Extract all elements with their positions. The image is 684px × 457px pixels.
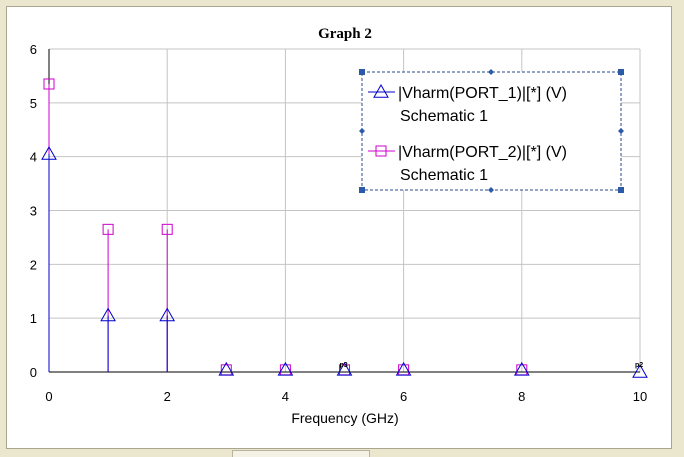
legend[interactable]: |Vharm(PORT_1)|[*] (V) Schematic 1 |Vharm(… bbox=[359, 69, 624, 193]
x-tick-label: 2 bbox=[164, 389, 171, 404]
triangle-marker bbox=[632, 363, 648, 378]
y-tick-label: 5 bbox=[30, 96, 37, 111]
x-tick-label: 10 bbox=[633, 389, 647, 404]
selection-handle bbox=[359, 128, 365, 134]
triangle-marker bbox=[218, 361, 235, 376]
annotations: p3 p2 bbox=[340, 362, 644, 369]
y-tick-label: 3 bbox=[30, 204, 37, 219]
annotation-p3: p3 bbox=[340, 362, 348, 369]
x-tick-label: 0 bbox=[45, 389, 52, 404]
legend-items: |Vharm(PORT_1)|[*] (V) Schematic 1 |Vharm(… bbox=[368, 83, 567, 184]
triangle-marker bbox=[513, 361, 530, 376]
y-tick-labels: 0 1 2 3 4 5 6 bbox=[30, 42, 37, 380]
triangle-marker bbox=[277, 361, 294, 376]
triangle-marker bbox=[395, 361, 412, 376]
selection-handle bbox=[618, 69, 624, 75]
y-tick-label: 1 bbox=[30, 311, 37, 326]
legend-entry-subname: Schematic 1 bbox=[400, 108, 488, 125]
triangle-marker bbox=[159, 307, 176, 322]
triangle-marker bbox=[41, 145, 57, 160]
x-tick-label: 6 bbox=[400, 389, 407, 404]
chart-title: Graph 2 bbox=[318, 26, 372, 42]
x-axis-label: Frequency (GHz) bbox=[291, 410, 398, 426]
legend-selection-handles[interactable] bbox=[359, 69, 624, 193]
triangle-marker bbox=[336, 361, 353, 376]
selection-handle bbox=[488, 187, 494, 193]
square-marker bbox=[375, 145, 387, 157]
y-tick-label: 2 bbox=[30, 257, 37, 272]
series-group bbox=[41, 78, 648, 378]
selection-handle bbox=[618, 187, 624, 193]
triangle-marker bbox=[100, 307, 116, 322]
legend-entry-name: |Vharm(PORT_1)|[*] (V) bbox=[398, 85, 567, 102]
selection-handle bbox=[359, 69, 365, 75]
y-tick-label: 0 bbox=[30, 365, 37, 380]
square-marker bbox=[161, 223, 173, 235]
square-marker bbox=[102, 223, 114, 235]
selection-handle bbox=[488, 69, 494, 75]
legend-entry-subname: Schematic 1 bbox=[400, 167, 488, 184]
window-tab[interactable] bbox=[232, 450, 370, 457]
legend-entry-name: |Vharm(PORT_2)|[*] (V) bbox=[398, 144, 567, 161]
y-tick-label: 6 bbox=[30, 42, 37, 57]
selection-handle bbox=[359, 187, 365, 193]
x-tick-label: 8 bbox=[518, 389, 525, 404]
selection-handle bbox=[618, 128, 624, 134]
x-tick-label: 4 bbox=[282, 389, 289, 404]
square-marker bbox=[43, 78, 55, 90]
triangle-marker bbox=[373, 83, 389, 98]
legend-box bbox=[361, 71, 622, 191]
annotation-p2: p2 bbox=[635, 362, 643, 369]
y-tick-label: 4 bbox=[30, 150, 37, 165]
x-tick-labels: 0 2 4 6 8 10 bbox=[45, 389, 647, 404]
